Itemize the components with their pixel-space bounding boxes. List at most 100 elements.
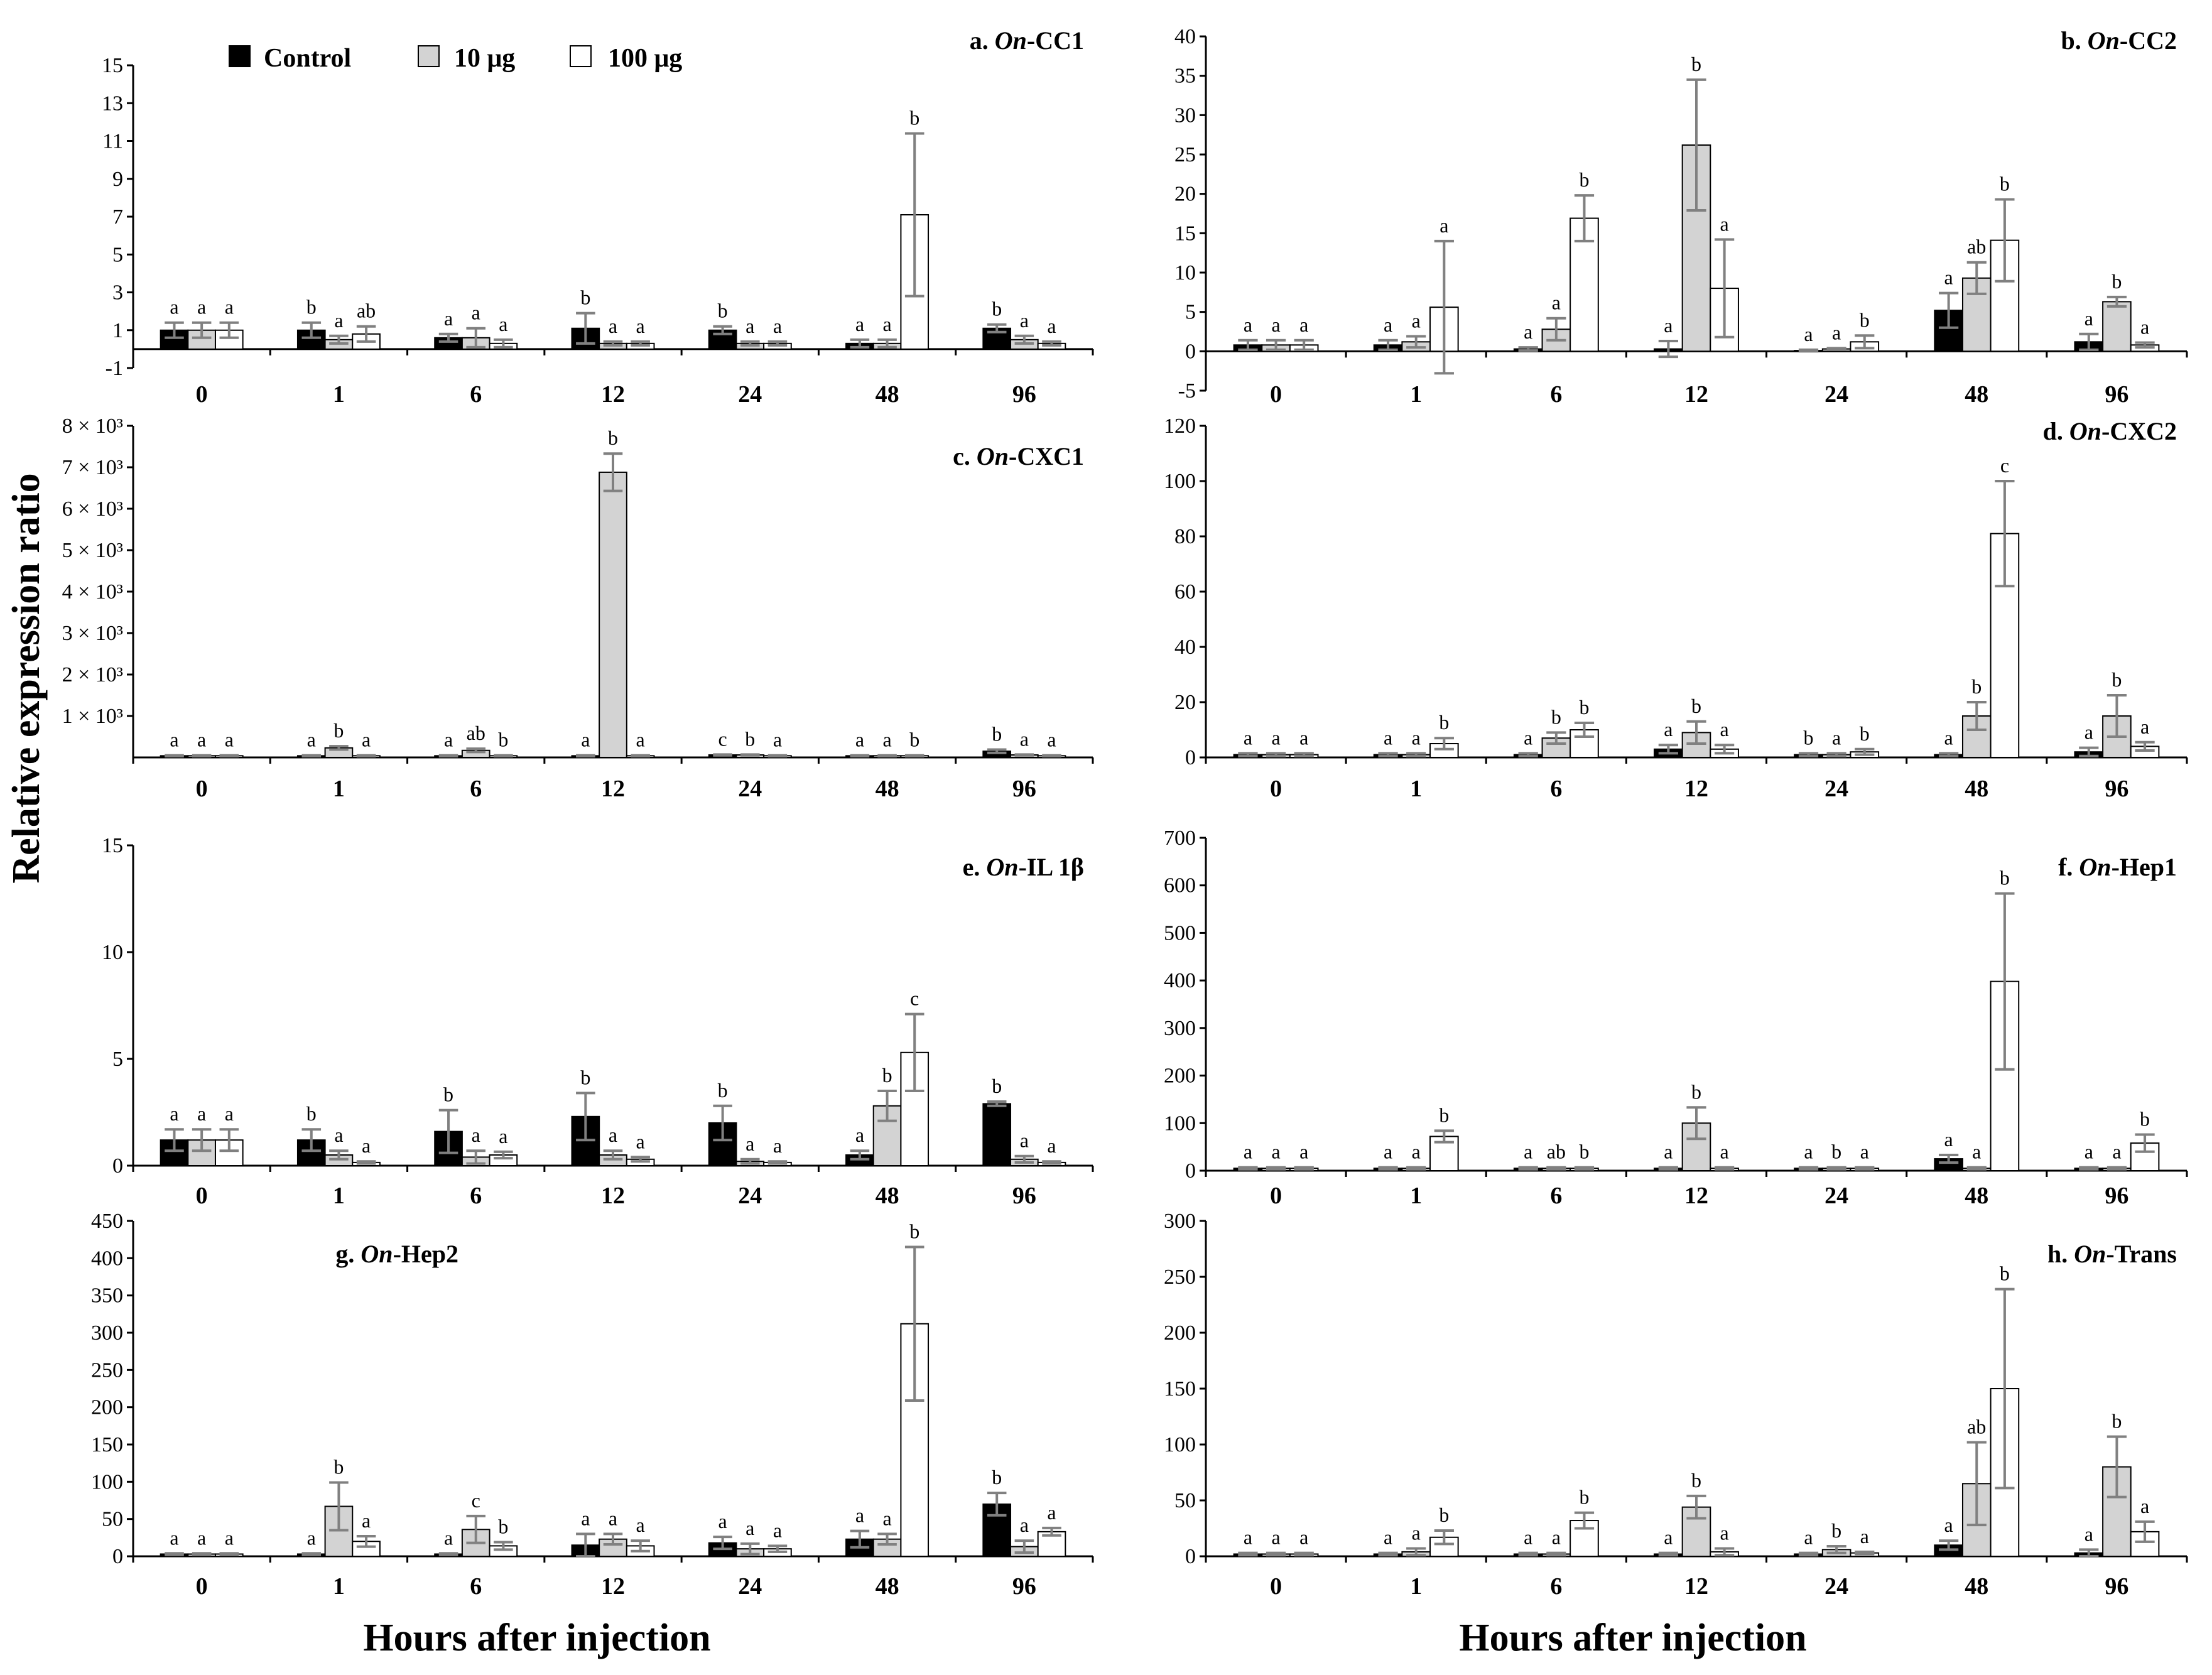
x-tick-label: 24 <box>1824 776 1848 802</box>
significance-letter: a <box>1412 1141 1421 1163</box>
significance-letter: a <box>225 1102 234 1125</box>
significance-letter: a <box>1944 726 1953 749</box>
x-tick-label: 12 <box>1684 1183 1708 1209</box>
x-tick-label: 48 <box>1965 1573 1988 1600</box>
x-tick-label: 96 <box>1012 1573 1036 1600</box>
legend-swatch-10ug <box>418 45 440 67</box>
significance-letter: a <box>170 729 178 751</box>
significance-letter: a <box>2140 316 2149 339</box>
significance-letter: a <box>1047 1501 1056 1524</box>
x-tick-label: 12 <box>601 776 625 802</box>
y-axis-label: Relative expression ratio <box>5 473 48 883</box>
significance-letter: b <box>1860 722 1870 745</box>
significance-letter: b <box>1439 1103 1449 1126</box>
y-tick-label: 15 <box>102 54 123 77</box>
significance-letter: a <box>773 729 782 751</box>
significance-letter: a <box>472 301 480 324</box>
significance-letter: a <box>1720 212 1729 235</box>
y-tick-label: 120 <box>1164 415 1196 438</box>
significance-letter: a <box>609 1507 617 1529</box>
significance-letter: a <box>1244 1141 1252 1163</box>
legend-label-10ug: 10 μg <box>454 44 515 73</box>
x-tick-label: 12 <box>1684 776 1708 802</box>
x-tick-label: 48 <box>876 381 899 408</box>
y-tick-label: 9 <box>112 168 123 191</box>
significance-letter: b <box>909 1220 919 1243</box>
significance-letter: b <box>1804 726 1814 749</box>
significance-letter: a <box>362 1134 371 1157</box>
x-tick-label: 24 <box>738 381 762 408</box>
y-tick-label: 60 <box>1174 580 1196 604</box>
y-tick-label: 100 <box>1164 1112 1196 1135</box>
y-tick-label: 3 <box>112 281 123 305</box>
significance-letter: a <box>1047 315 1056 337</box>
significance-letter: a <box>718 1510 727 1532</box>
y-tick-label: 150 <box>91 1433 123 1456</box>
significance-letter: a <box>636 315 645 337</box>
y-tick-label: 13 <box>102 92 123 115</box>
significance-letter: a <box>1299 726 1308 749</box>
x-tick-label: 96 <box>2105 381 2128 408</box>
significance-letter: a <box>472 1124 480 1146</box>
y-tick-label: 100 <box>1164 470 1196 493</box>
x-tick-label: 96 <box>1012 776 1036 802</box>
y-tick-label: 20 <box>1174 183 1196 206</box>
y-tick-label: 700 <box>1164 827 1196 850</box>
y-tick-label: 7 × 10³ <box>62 456 123 479</box>
legend-swatch-100ug <box>570 45 592 67</box>
y-tick-label: 350 <box>91 1284 123 1308</box>
x-tick-label: 48 <box>1965 776 1988 802</box>
y-tick-label: 600 <box>1164 874 1196 897</box>
significance-letter: a <box>2085 1522 2093 1545</box>
significance-letter: a <box>1804 1526 1813 1549</box>
x-tick-label: 6 <box>1550 776 1562 802</box>
panel-title: d. On-CXC2 <box>2043 417 2177 445</box>
significance-letter: b <box>1831 1519 1841 1542</box>
x-tick-label: 48 <box>876 1573 899 1600</box>
significance-letter: a <box>1552 1526 1561 1549</box>
significance-letter: a <box>225 729 234 751</box>
y-tick-label: 0 <box>1185 340 1196 363</box>
significance-letter: a <box>1384 313 1392 336</box>
x-tick-label: 48 <box>876 1183 899 1209</box>
bar <box>599 471 627 758</box>
significance-letter: a <box>1384 1526 1392 1549</box>
significance-letter: a <box>1944 1128 1953 1151</box>
y-tick-label: 50 <box>102 1508 123 1531</box>
significance-letter: a <box>581 729 590 751</box>
y-tick-label: 400 <box>1164 969 1196 992</box>
significance-letter: a <box>307 729 316 751</box>
x-tick-label: 12 <box>1684 1573 1708 1600</box>
legend-label-control: Control <box>264 44 351 73</box>
significance-letter: b <box>2000 867 2010 889</box>
significance-letter: a <box>197 1102 206 1125</box>
significance-letter: a <box>225 296 234 318</box>
significance-letter: b <box>718 300 728 322</box>
y-tick-label: 50 <box>1174 1489 1196 1512</box>
x-tick-label: 0 <box>196 1573 208 1600</box>
significance-letter: c <box>2000 454 2009 477</box>
x-tick-label: 24 <box>1824 1183 1848 1209</box>
x-tick-label: 48 <box>1965 381 1988 408</box>
significance-letter: a <box>1299 1526 1308 1549</box>
x-tick-label: 1 <box>333 776 345 802</box>
significance-letter: b <box>498 729 508 751</box>
x-tick-label: 6 <box>470 381 482 408</box>
x-tick-label: 12 <box>601 1573 625 1600</box>
significance-letter: a <box>1524 726 1532 749</box>
y-tick-label: 100 <box>91 1470 123 1493</box>
significance-letter: a <box>2085 1141 2093 1163</box>
significance-letter: a <box>1020 1129 1029 1152</box>
significance-letter: c <box>718 727 727 750</box>
significance-letter: a <box>1720 718 1729 740</box>
bar <box>2102 301 2132 352</box>
significance-letter: a <box>1664 314 1673 337</box>
y-tick-label: 1 × 10³ <box>62 705 123 728</box>
significance-letter: a <box>170 1526 178 1549</box>
significance-letter: b <box>1439 711 1449 734</box>
x-tick-label: 24 <box>738 776 762 802</box>
